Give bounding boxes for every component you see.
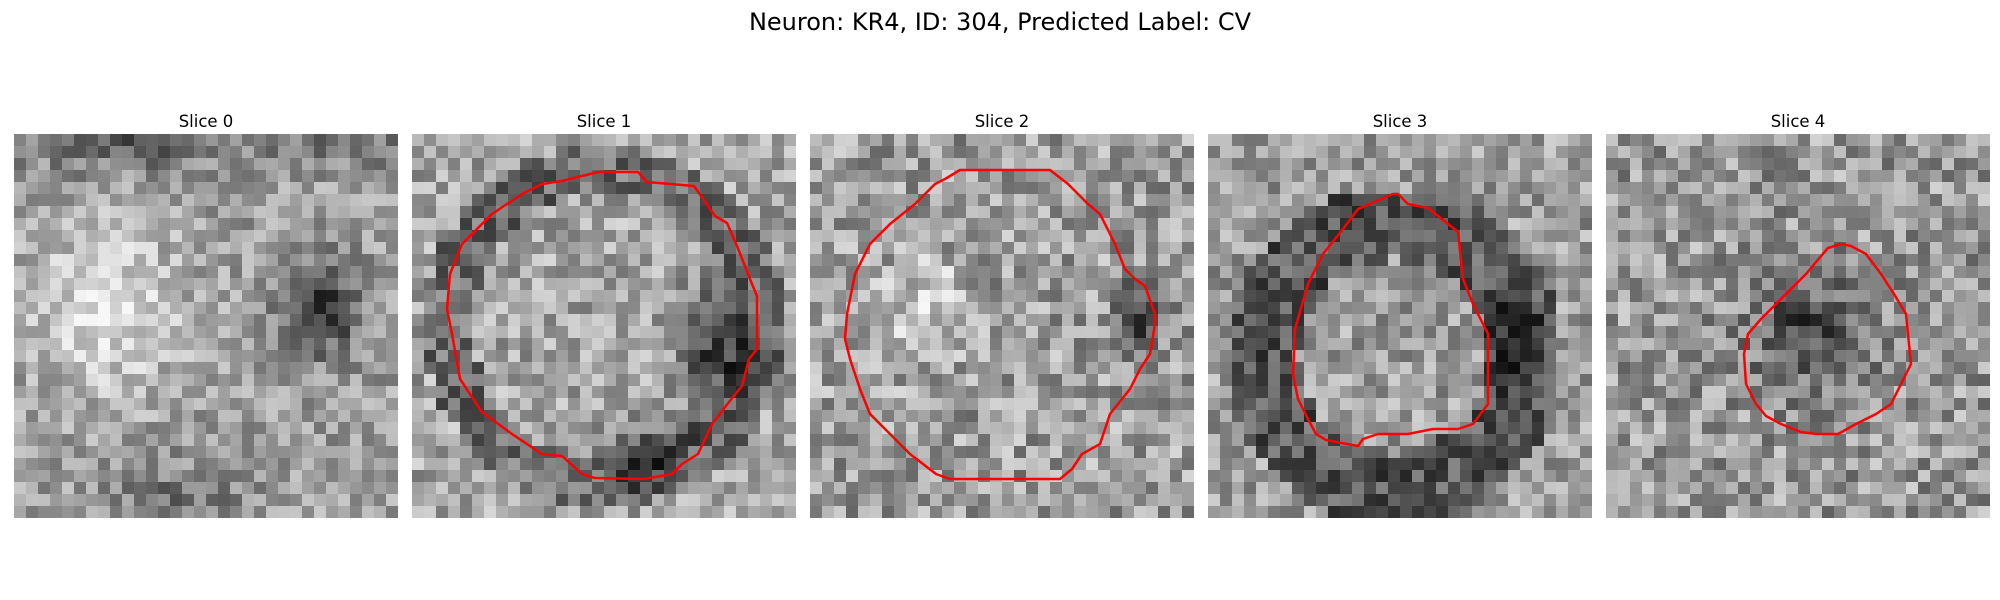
roi-outline — [445, 170, 759, 481]
slice-panel-1: Slice 1 — [412, 110, 796, 518]
slice-image — [14, 134, 398, 518]
slice-panel-3: Slice 3 — [1208, 110, 1592, 518]
slice-image — [1606, 134, 1990, 518]
figure-title: Neuron: KR4, ID: 304, Predicted Label: C… — [748, 8, 1252, 36]
slice-image — [810, 134, 1194, 518]
slice-image — [1208, 134, 1592, 518]
slice-title: Slice 0 — [178, 112, 234, 131]
slice-title: Slice 4 — [1770, 112, 1826, 131]
slice-panel-2: Slice 2 — [810, 110, 1194, 518]
slice-title: Slice 2 — [974, 112, 1030, 131]
roi-outline — [1742, 242, 1913, 436]
slice-panel-0: Slice 0 — [14, 110, 398, 518]
roi-outline — [1291, 192, 1490, 448]
slice-title: Slice 3 — [1372, 112, 1428, 131]
slice-image — [412, 134, 796, 518]
slice-panel-4: Slice 4 — [1606, 110, 1990, 518]
slice-title: Slice 1 — [576, 112, 632, 131]
roi-outline — [843, 168, 1157, 481]
